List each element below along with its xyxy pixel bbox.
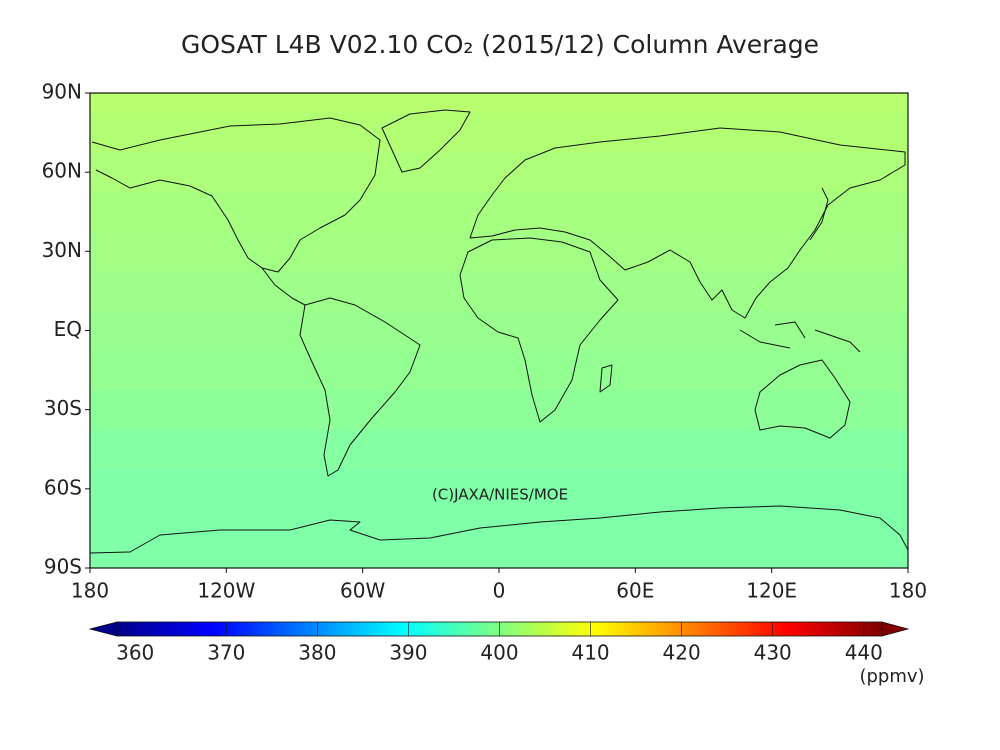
field-band	[90, 271, 908, 312]
x-tick-label: 180	[71, 579, 109, 603]
colorbar-tick-label: 440	[845, 641, 883, 665]
colorbar-tick-label: 380	[298, 641, 336, 665]
colorbar-tick-label: 420	[663, 641, 701, 665]
x-tick-label: 60E	[616, 579, 654, 603]
field-band	[90, 469, 908, 510]
field-band	[90, 389, 908, 430]
chart-title: GOSAT L4B V02.10 CO₂ (2015/12) Column Av…	[181, 30, 819, 59]
greenland	[381, 109, 471, 173]
y-tick-label: 90S	[44, 555, 82, 579]
colorbar-tick-label: 400	[480, 641, 518, 665]
field-band	[90, 429, 908, 470]
colorbar-tick-label: 430	[754, 641, 792, 665]
madagascar	[599, 364, 613, 393]
colorbar-extend-high	[881, 621, 910, 637]
colorbar-extend-low	[88, 621, 118, 637]
x-tick-label: 180	[889, 579, 927, 603]
x-tick-label: 0	[493, 579, 506, 603]
field-band	[90, 231, 908, 272]
indonesia	[739, 321, 861, 353]
colorbar-tick-label: 360	[116, 641, 154, 665]
antarctica	[90, 505, 908, 554]
australia	[754, 359, 851, 439]
field-band	[90, 191, 908, 233]
x-tick-label: 60W	[340, 579, 385, 603]
eurasia	[469, 127, 906, 319]
field-band	[90, 310, 908, 351]
x-tick-label: 120E	[746, 579, 797, 603]
y-tick-label: 60N	[42, 159, 82, 183]
colorbar-tick-label: 370	[207, 641, 245, 665]
y-tick-label: 30N	[42, 238, 82, 262]
africa	[459, 237, 619, 423]
y-tick-label: 30S	[44, 396, 82, 420]
coastlines	[90, 109, 908, 554]
field	[90, 93, 908, 568]
x-tick-label: 120W	[197, 579, 255, 603]
field-band	[90, 93, 908, 114]
colorbar-tick-label: 410	[571, 641, 609, 665]
north-america	[91, 117, 381, 273]
field-band	[90, 112, 908, 153]
japan	[809, 187, 829, 241]
south-america	[299, 297, 421, 477]
field-band	[90, 508, 908, 549]
central-america	[261, 267, 306, 306]
colorbar-tick-label: 390	[389, 641, 427, 665]
field-band	[90, 548, 908, 568]
y-tick-label: EQ	[54, 317, 82, 341]
field-band	[90, 350, 908, 391]
copyright-annotation: (C)JAXA/NIES/MOE	[432, 486, 568, 504]
y-tick-label: 90N	[42, 80, 82, 104]
y-tick-label: 60S	[44, 475, 82, 499]
colorbar-unit: (ppmv)	[859, 666, 924, 687]
